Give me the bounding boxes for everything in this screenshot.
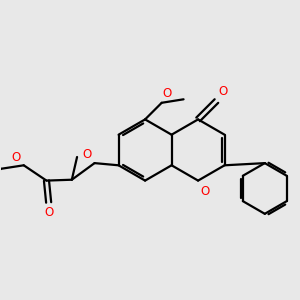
Text: O: O	[83, 148, 92, 161]
Text: O: O	[201, 185, 210, 198]
Text: O: O	[218, 85, 227, 98]
Text: O: O	[12, 151, 21, 164]
Text: O: O	[163, 87, 172, 100]
Text: O: O	[44, 206, 53, 219]
